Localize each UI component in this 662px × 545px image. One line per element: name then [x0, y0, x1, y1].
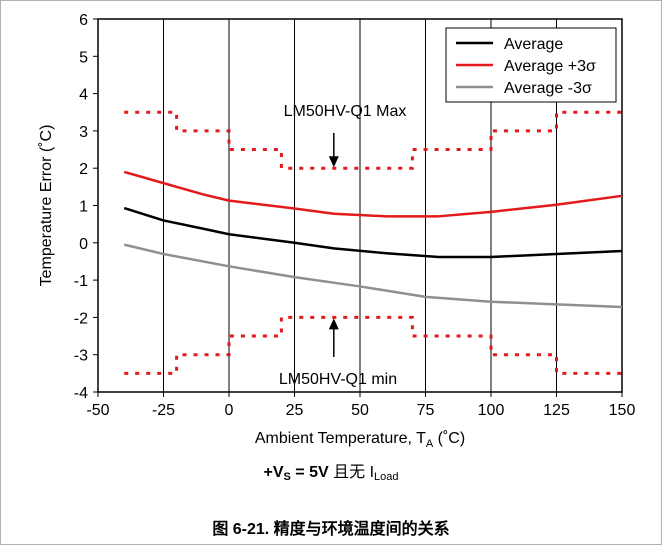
x-tick-label: 0 [225, 402, 234, 419]
legend-label-1: Average +3σ [504, 58, 596, 75]
y-tick-label: 6 [79, 12, 88, 29]
x-tick-label: 150 [609, 402, 636, 419]
series-line-average [123, 206, 623, 259]
y-tick-label: 5 [79, 49, 88, 66]
x-tick-label: 100 [478, 402, 505, 419]
annotation-max-arrow-head [328, 156, 339, 168]
figure-caption: 图 6-21. 精度与环境温度间的关系 [212, 521, 450, 538]
y-axis-title: Temperature Error (˚C) [38, 125, 55, 287]
annotation-max-label: LM50HV-Q1 Max [284, 103, 407, 120]
y-tick-label: -1 [74, 273, 88, 290]
legend: Average Average +3σ Average -3σ [445, 27, 617, 103]
test-condition: +VS = 5V 且无 ILoad [263, 464, 399, 483]
y-tick-label: -4 [74, 385, 88, 402]
limit-min-line [124, 315, 622, 375]
y-tick-label: 3 [79, 124, 88, 141]
series-line-average-minus-3sigma [123, 243, 623, 309]
annotation-min-label: LM50HV-Q1 min [279, 371, 397, 388]
legend-label-2: Average -3σ [504, 80, 592, 97]
series-line-average-plus-3sigma [123, 170, 623, 218]
x-tick-label: -25 [152, 402, 175, 419]
annotation-min-arrow-head [328, 318, 339, 330]
x-tick-label: 125 [543, 402, 570, 419]
limit-max-line [124, 110, 622, 170]
x-tick-label: -50 [86, 402, 109, 419]
y-tick-label: 0 [79, 236, 88, 253]
y-tick-label: 1 [79, 199, 88, 216]
x-axis-title: Ambient Temperature, TA (˚C) [255, 430, 465, 450]
legend-label-0: Average [504, 36, 563, 53]
y-tick-label: -3 [74, 348, 88, 365]
y-tick-label: 2 [79, 161, 88, 178]
x-tick-label: 75 [417, 402, 435, 419]
y-tick-label: -2 [74, 310, 88, 327]
x-tick-label: 25 [286, 402, 304, 419]
x-tick-label: 50 [351, 402, 369, 419]
y-tick-label: 4 [79, 87, 88, 104]
